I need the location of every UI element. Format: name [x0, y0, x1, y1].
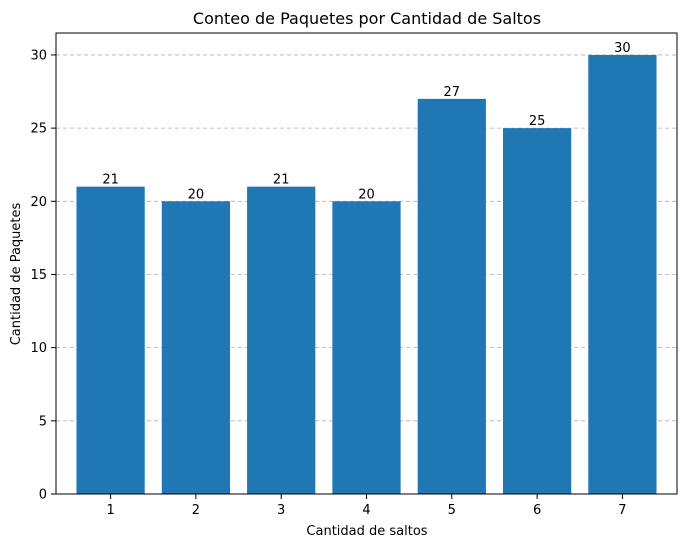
x-tick-label: 5 — [448, 503, 456, 518]
x-tick-label: 3 — [277, 503, 285, 518]
x-tick-label: 7 — [618, 503, 626, 518]
x-tick-label: 2 — [192, 503, 200, 518]
x-axis-title: Cantidad de saltos — [306, 524, 427, 539]
y-tick-label: 5 — [39, 414, 47, 429]
x-tick-label: 6 — [533, 503, 541, 518]
bar — [502, 128, 572, 494]
x-tick-label: 4 — [362, 503, 370, 518]
bar — [588, 54, 657, 494]
bars-group — [76, 54, 657, 495]
bar — [247, 186, 316, 494]
y-tick-label: 10 — [30, 341, 47, 356]
y-tick-label: 30 — [30, 48, 47, 63]
data-label: 30 — [614, 41, 631, 56]
data-labels-group: 21 20 21 20 27 25 30 — [102, 41, 630, 202]
y-axis-ticks: 0 5 10 15 20 25 30 — [30, 48, 56, 503]
data-label: 20 — [188, 187, 205, 202]
bar — [332, 201, 401, 495]
data-label: 25 — [529, 114, 546, 129]
data-label: 21 — [102, 173, 119, 188]
y-tick-label: 0 — [39, 488, 47, 503]
data-label: 27 — [444, 85, 461, 100]
y-axis-title: Cantidad de Paquetes — [9, 202, 24, 345]
x-tick-label: 1 — [106, 503, 114, 518]
data-label: 20 — [358, 187, 375, 202]
chart-title: Conteo de Paquetes por Cantidad de Salto… — [193, 9, 541, 28]
y-tick-label: 15 — [30, 268, 47, 283]
bar — [161, 201, 231, 495]
bar — [76, 186, 145, 494]
bar — [417, 98, 486, 494]
x-axis-ticks: 1 2 3 4 5 6 7 — [106, 494, 627, 518]
data-label: 21 — [273, 173, 290, 188]
y-tick-label: 20 — [30, 195, 47, 210]
y-tick-label: 25 — [30, 122, 47, 137]
